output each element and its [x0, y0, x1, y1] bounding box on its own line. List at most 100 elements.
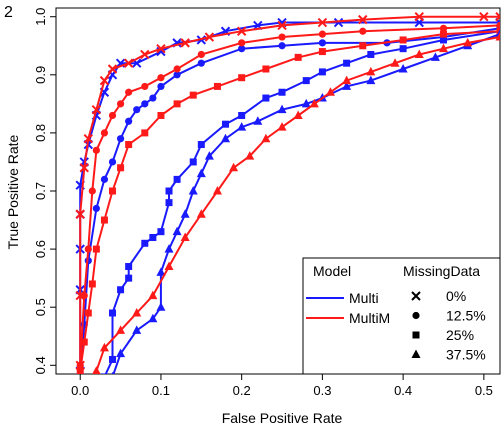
data-point: [109, 187, 117, 195]
data-point: [439, 24, 448, 32]
data-point: [92, 146, 100, 154]
series-line: [79, 27, 500, 374]
data-point: [141, 129, 149, 137]
data-point: [293, 110, 303, 119]
data-point: [141, 239, 149, 247]
data-point: [188, 186, 198, 195]
data-point: [318, 68, 326, 76]
series-multim-0pct: [75, 12, 500, 370]
data-point: [212, 186, 222, 195]
data-point: [108, 158, 117, 166]
data-point: [132, 308, 142, 317]
data-point: [92, 204, 100, 213]
data-point: [157, 228, 165, 236]
data-point: [156, 302, 166, 311]
data-point: [438, 43, 448, 53]
data-point: [496, 27, 500, 35]
series-line: [79, 30, 500, 372]
data-point: [125, 88, 133, 96]
data-point: [318, 48, 326, 56]
data-point: [342, 81, 352, 90]
data-point: [278, 42, 286, 50]
data-point: [309, 98, 319, 108]
x-tick-label: 0.3: [313, 383, 331, 398]
data-point: [157, 74, 165, 82]
x-tick-label: 0.1: [152, 383, 170, 398]
y-tick-label: 0.6: [33, 240, 48, 258]
data-point: [222, 120, 230, 128]
data-point: [317, 17, 328, 28]
data-point: [165, 187, 173, 195]
series-multim-25pct: [76, 27, 500, 374]
data-point: [398, 64, 408, 73]
data-point: [204, 151, 214, 160]
data-point: [294, 53, 302, 61]
data-point: [342, 75, 352, 85]
data-point: [173, 71, 181, 79]
data-point: [140, 49, 150, 60]
panel-label: 2: [4, 4, 13, 21]
data-point: [221, 133, 231, 143]
data-point: [123, 58, 134, 68]
data-point: [325, 87, 335, 96]
data-point: [301, 98, 311, 108]
data-point: [479, 12, 489, 22]
data-point: [238, 111, 246, 119]
data-point: [495, 32, 500, 41]
data-point: [277, 104, 287, 114]
data-point: [253, 116, 263, 125]
data-point: [236, 26, 247, 36]
series-multi-25pct: [100, 27, 500, 374]
data-point: [439, 36, 447, 44]
data-point: [100, 129, 109, 137]
data-point: [238, 39, 246, 47]
data-point: [278, 33, 286, 41]
data-point: [111, 371, 114, 374]
x-tick-label: 0.0: [71, 383, 89, 398]
data-point: [165, 199, 173, 207]
data-point: [262, 65, 270, 73]
data-point: [399, 36, 407, 44]
data-point: [132, 325, 142, 334]
series-layer: [75, 12, 500, 374]
data-point: [238, 45, 246, 53]
x-tick-label: 0.5: [475, 383, 493, 398]
data-point: [117, 164, 125, 172]
data-point: [149, 94, 157, 102]
data-point: [156, 267, 166, 276]
data-point: [173, 65, 181, 73]
data-point: [333, 17, 344, 28]
data-point: [366, 66, 376, 76]
legend-missing-title: MissingData: [403, 263, 480, 279]
data-point: [204, 32, 215, 42]
legend-model-label: Multi: [349, 290, 379, 306]
y-tick-label: 0.4: [33, 356, 48, 374]
data-point: [117, 286, 125, 294]
data-point: [196, 168, 206, 178]
data-point: [180, 232, 190, 241]
data-point: [107, 64, 118, 74]
data-point: [109, 355, 117, 363]
data-point: [302, 77, 310, 85]
legend-model-title: Model: [313, 263, 351, 279]
data-point: [133, 106, 141, 114]
data-point: [109, 309, 117, 317]
data-point: [463, 37, 473, 47]
data-point: [277, 122, 287, 131]
legend-marker-triangle: [411, 349, 421, 358]
data-point: [141, 100, 149, 108]
data-point: [172, 226, 182, 236]
data-point: [88, 280, 96, 288]
data-point: [80, 338, 88, 346]
data-point: [125, 117, 133, 125]
data-point: [125, 274, 133, 282]
data-point: [116, 135, 125, 143]
data-point: [390, 58, 400, 67]
data-point: [180, 209, 190, 218]
data-point: [430, 52, 440, 61]
data-point: [88, 187, 96, 195]
data-point: [367, 50, 375, 58]
data-point: [180, 38, 190, 48]
data-point: [79, 163, 89, 173]
